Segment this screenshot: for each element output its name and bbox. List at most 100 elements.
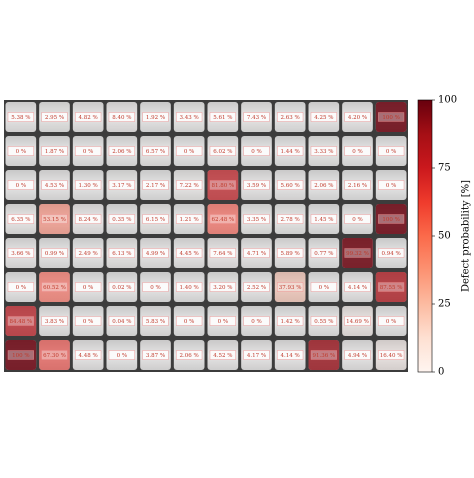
cell [39,204,70,234]
label-box [310,350,337,360]
value-label: 3.33 % [314,149,333,155]
value-label: 0 % [16,183,26,189]
value-label: 4.82 % [79,115,98,121]
label-box [7,180,34,190]
value-label: 3.66 % [11,251,30,257]
label-box [209,180,236,190]
cell [39,340,70,370]
value-label: 0.55 % [314,319,333,325]
value-label: 1.40 % [180,285,199,291]
value-label: 2.16 % [348,183,367,189]
label-box [75,316,102,326]
label-box [142,180,169,190]
value-label: 81.80 % [211,183,234,189]
value-label: 0 % [386,149,396,155]
value-label: 0 % [218,319,228,325]
cell [342,238,373,268]
label-box [7,112,34,122]
value-label: 2.78 % [281,217,300,223]
value-label: 3.43 % [180,115,199,121]
value-label: 0.94 % [382,251,401,257]
label-box [209,350,236,360]
label-box [7,248,34,258]
value-label: 62.48 % [211,217,234,223]
value-label: 5.38 % [11,115,30,121]
value-label: 0 % [83,319,93,325]
label-box [7,350,34,360]
value-label: 4.52 % [213,353,232,359]
label-box [75,282,102,292]
colorbar [417,99,433,373]
label-box [378,350,405,360]
label-box [378,282,405,292]
value-label: 5.60 % [281,183,300,189]
value-label: 1.42 % [281,319,300,325]
label-box [310,180,337,190]
value-label: 0 % [83,285,93,291]
label-box [176,248,203,258]
value-label: 0 % [150,285,160,291]
label-box [209,248,236,258]
label-box [7,146,34,156]
cell [375,272,407,302]
label-box [41,146,68,156]
label-box [378,146,405,156]
label-box [75,112,102,122]
value-label: 0.35 % [112,217,131,223]
label-box [277,112,304,122]
value-label: 5.83 % [146,319,165,325]
value-label: 6.15 % [146,217,165,223]
label-box [75,146,102,156]
colorbar-tick-label: 75 [438,163,451,174]
value-label: 37.93 % [279,285,302,291]
label-box [41,180,68,190]
value-label: 0 % [184,319,194,325]
label-box [176,112,203,122]
value-label: 2.17 % [146,183,165,189]
label-box [209,146,236,156]
label-box [378,248,405,258]
value-label: 3.20 % [213,285,232,291]
label-box [277,282,304,292]
label-box [108,282,135,292]
value-label: 84.48 % [9,319,32,325]
value-label: 60.52 % [43,285,66,291]
label-box [142,282,169,292]
label-box [108,248,135,258]
value-label: 4.17 % [247,353,266,359]
cell [274,272,306,302]
label-box [277,146,304,156]
colorbar-tick-label: 25 [438,299,451,310]
label-box [108,112,135,122]
label-box [344,248,371,258]
label-box [75,350,102,360]
cell [5,340,37,370]
value-label: 4.45 % [180,251,199,257]
value-label: 7.22 % [180,183,199,189]
cell [5,306,37,336]
label-box [277,180,304,190]
value-label: 0 % [184,149,194,155]
value-label: 0 % [251,319,261,325]
label-box [344,350,371,360]
label-box [209,282,236,292]
value-label: 0.77 % [314,251,333,257]
label-box [378,180,405,190]
label-box [41,350,68,360]
cell [207,170,239,200]
cell [207,204,239,234]
cell-image [274,272,306,302]
value-label: 1.45 % [314,217,333,223]
value-label: 1.30 % [79,183,98,189]
label-box [310,214,337,224]
cell [308,340,340,370]
value-label: 2.52 % [247,285,266,291]
value-label: 6.13 % [112,251,131,257]
label-box [41,112,68,122]
value-label: 1.92 % [146,115,165,121]
label-box [310,146,337,156]
label-box [277,316,304,326]
label-box [176,214,203,224]
value-label: 87.55 % [380,285,403,291]
